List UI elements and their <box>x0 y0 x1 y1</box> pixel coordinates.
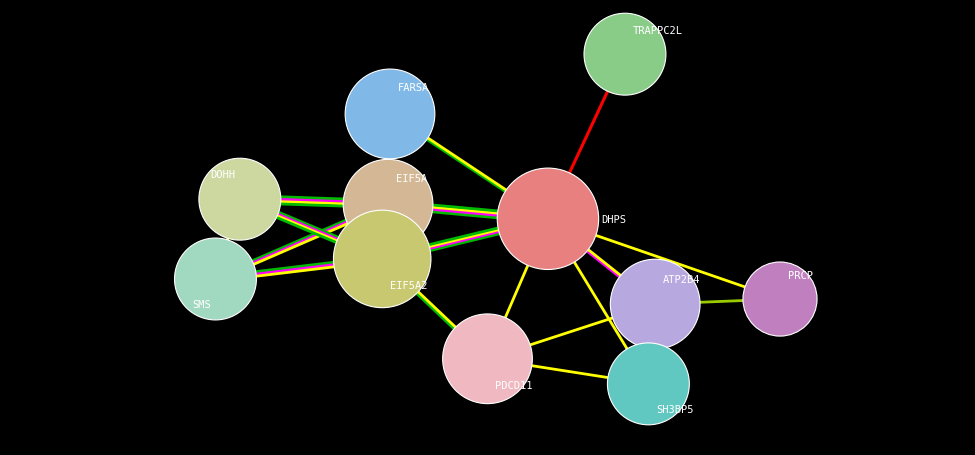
Ellipse shape <box>345 70 435 159</box>
Text: PDCD11: PDCD11 <box>495 380 532 390</box>
Text: SH3BP5: SH3BP5 <box>656 404 693 414</box>
Text: DHPS: DHPS <box>602 214 627 224</box>
Ellipse shape <box>443 314 532 404</box>
Ellipse shape <box>497 169 599 270</box>
Text: SMS: SMS <box>192 299 211 309</box>
Ellipse shape <box>584 14 666 96</box>
Text: DOHH: DOHH <box>210 170 235 180</box>
Ellipse shape <box>743 263 817 336</box>
Ellipse shape <box>175 238 256 320</box>
Ellipse shape <box>333 211 431 308</box>
Text: ATP2B4: ATP2B4 <box>663 274 700 284</box>
Text: FARSA: FARSA <box>398 83 429 93</box>
Ellipse shape <box>343 160 433 249</box>
Text: TRAPPC2L: TRAPPC2L <box>633 26 682 36</box>
Text: PRCP: PRCP <box>788 271 813 281</box>
Text: EIF5A2: EIF5A2 <box>390 281 427 291</box>
Ellipse shape <box>607 343 689 425</box>
Ellipse shape <box>610 260 700 349</box>
Ellipse shape <box>199 159 281 241</box>
Text: EIF5A: EIF5A <box>396 173 427 183</box>
